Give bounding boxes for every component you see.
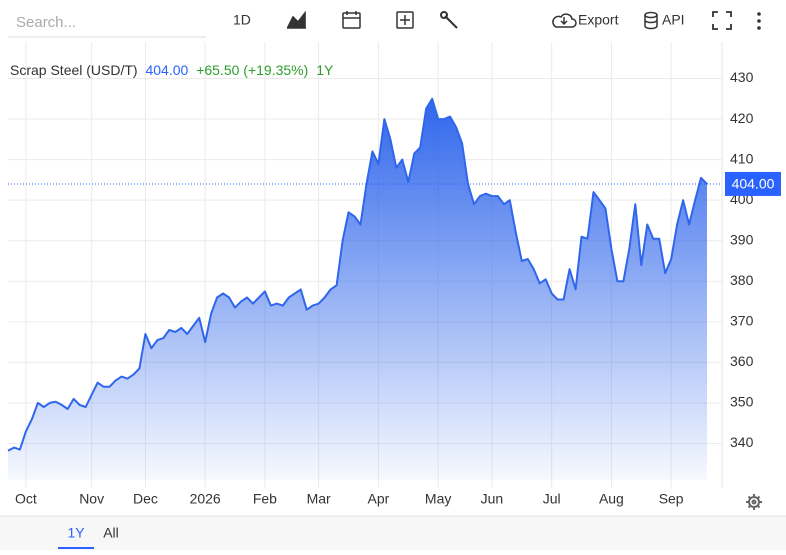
api-icon[interactable] [644, 11, 658, 30]
export-button[interactable]: Export [578, 12, 619, 28]
y-tick-label: 420 [730, 110, 754, 126]
tools-icon[interactable] [440, 11, 458, 29]
x-tick-label: Dec [133, 491, 158, 507]
range-bar [0, 516, 786, 550]
x-tick-label: Aug [599, 491, 624, 507]
x-tick-label: Apr [368, 491, 390, 507]
area [8, 98, 707, 481]
y-tick-label: 360 [730, 353, 754, 369]
search-box[interactable]: Search... [16, 14, 76, 31]
range-button[interactable]: All [103, 525, 119, 541]
menu-icon[interactable] [757, 12, 761, 30]
chart-title: Scrap Steel (USD/T) [10, 62, 138, 78]
price-change: +65.50 (+19.35%) [196, 62, 308, 78]
last-price: 404.00 [145, 62, 188, 78]
last-price-box [725, 171, 781, 196]
fullscreen-icon[interactable] [712, 11, 732, 30]
x-tick-label: Mar [307, 491, 331, 507]
last-price-label: 404.00 [732, 176, 775, 192]
x-tick-label: Jul [543, 491, 561, 507]
calendar-icon[interactable] [342, 11, 361, 29]
chart-header: Scrap Steel (USD/T) 404.00 +65.50 (+19.3… [10, 62, 334, 78]
x-tick-label: Oct [15, 491, 37, 507]
interval-button[interactable]: 1D [233, 12, 251, 28]
add-icon[interactable] [396, 11, 414, 29]
settings-icon[interactable] [746, 494, 762, 510]
export-icon[interactable] [552, 13, 577, 28]
y-tick-label: 430 [730, 69, 754, 85]
y-tick-label: 380 [730, 272, 754, 288]
y-tick-label: 390 [730, 231, 754, 247]
chart-type-icon[interactable] [286, 10, 306, 29]
y-tick-label: 410 [730, 150, 754, 166]
y-tick-label: 350 [730, 394, 754, 410]
x-tick-label: 2026 [190, 491, 221, 507]
x-tick-label: Feb [253, 491, 277, 507]
api-button[interactable]: API [662, 12, 685, 28]
x-tick-label: Jun [481, 491, 504, 507]
x-tick-label: Nov [79, 491, 104, 507]
x-tick-label: May [425, 491, 451, 507]
y-tick-label: 370 [730, 313, 754, 329]
y-tick-label: 340 [730, 434, 754, 450]
x-tick-label: Sep [659, 491, 684, 507]
range-button[interactable]: 1Y [67, 525, 85, 541]
period: 1Y [316, 62, 334, 78]
line [7, 97, 708, 452]
